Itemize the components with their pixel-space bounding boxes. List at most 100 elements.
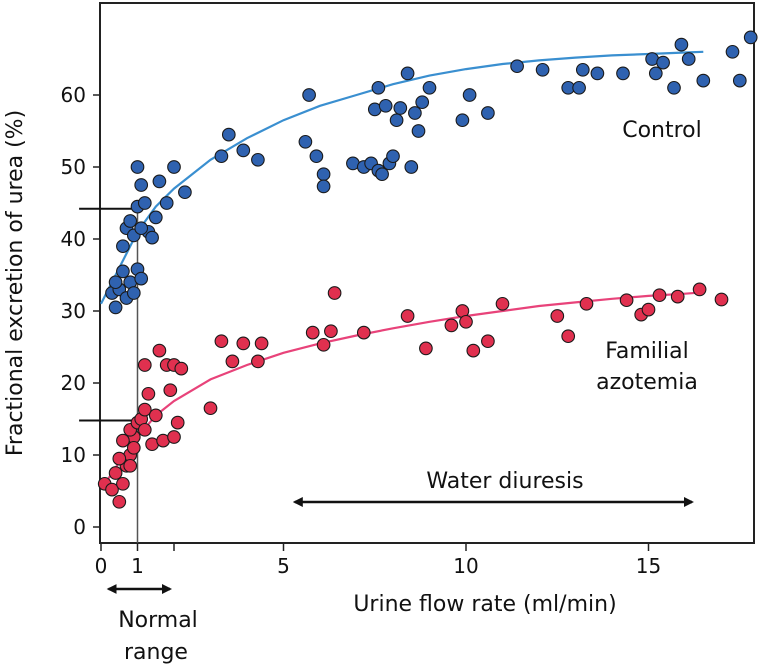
azotemia-point bbox=[356, 325, 371, 340]
control-series-label: Control bbox=[622, 118, 702, 143]
control-point bbox=[134, 271, 149, 286]
azotemia-point bbox=[214, 334, 229, 349]
control-point bbox=[148, 210, 163, 225]
control-point bbox=[126, 286, 141, 300]
control-point bbox=[572, 80, 586, 95]
control-point bbox=[404, 160, 419, 174]
azotemia-point bbox=[550, 309, 565, 323]
control-point bbox=[316, 179, 331, 194]
azotemia-point bbox=[141, 386, 156, 401]
control-point bbox=[134, 178, 149, 192]
control-point bbox=[298, 134, 313, 149]
control-point bbox=[696, 73, 711, 88]
control-point bbox=[214, 149, 229, 164]
y-axis-label: Fractional excretion of urea (%) bbox=[3, 110, 28, 456]
control-point bbox=[159, 196, 174, 210]
azotemia-point bbox=[112, 451, 127, 466]
azotemia-point bbox=[652, 288, 667, 303]
azotemia-point bbox=[203, 401, 218, 416]
control-point bbox=[422, 80, 437, 95]
control-point bbox=[167, 160, 181, 174]
control-point bbox=[178, 185, 192, 200]
control-point bbox=[616, 66, 630, 81]
control-point bbox=[656, 55, 670, 70]
control-point bbox=[236, 143, 251, 158]
azotemia-point bbox=[579, 296, 594, 311]
x-tick-label: 10 bbox=[453, 554, 478, 578]
control-point bbox=[590, 66, 605, 81]
control-point bbox=[134, 221, 149, 236]
control-point bbox=[378, 98, 393, 113]
control-point bbox=[137, 196, 152, 210]
azotemia-point bbox=[137, 402, 152, 417]
control-point bbox=[408, 106, 422, 120]
azotemia-point bbox=[459, 314, 473, 329]
azotemia-point bbox=[316, 337, 331, 352]
control-point bbox=[371, 80, 386, 95]
azotemia-series-label-line2: azotemia bbox=[596, 370, 698, 395]
azotemia-point bbox=[495, 296, 510, 311]
control-point bbox=[743, 30, 758, 45]
azotemia-point bbox=[116, 433, 130, 448]
x-tick-label: 5 bbox=[277, 554, 290, 578]
control-point bbox=[302, 88, 316, 102]
water-diuresis-label: Water diuresis bbox=[426, 469, 583, 494]
control-point bbox=[535, 62, 550, 77]
control-point bbox=[375, 167, 389, 182]
control-point bbox=[481, 106, 495, 120]
control-point bbox=[145, 230, 159, 245]
y-tick-label: 0 bbox=[73, 515, 86, 539]
control-point bbox=[393, 101, 408, 115]
azotemia-point bbox=[126, 440, 141, 455]
control-point bbox=[400, 66, 415, 81]
control-point bbox=[116, 264, 130, 279]
azotemia-point bbox=[105, 482, 119, 497]
control-point bbox=[681, 52, 696, 66]
annotations: Fractional excretion of urea (%) Urine fl… bbox=[3, 110, 702, 665]
azotemia-point bbox=[167, 430, 181, 444]
azotemia-point bbox=[123, 458, 138, 473]
control-point bbox=[123, 214, 138, 228]
x-tick-label: 15 bbox=[636, 554, 661, 578]
control-point bbox=[462, 88, 477, 102]
control-point bbox=[415, 95, 430, 110]
azotemia-series-label-line1: Familial bbox=[605, 339, 688, 364]
azotemia-point bbox=[324, 324, 338, 339]
azotemia-point bbox=[400, 309, 415, 323]
azotemia-point bbox=[714, 292, 729, 307]
control-point bbox=[575, 62, 590, 77]
azotemia-point bbox=[112, 494, 127, 509]
azotemia-point bbox=[561, 329, 576, 344]
x-axis-label: Urine flow rate (ml/min) bbox=[353, 592, 616, 617]
azotemia-point bbox=[641, 302, 656, 317]
y-tick-label: 30 bbox=[61, 299, 86, 323]
azotemia-point bbox=[254, 336, 269, 351]
azotemia-point bbox=[108, 466, 123, 480]
azotemia-point bbox=[327, 286, 342, 300]
azotemia-point bbox=[170, 415, 185, 430]
control-point bbox=[667, 80, 681, 95]
x-tick-label: 1 bbox=[131, 554, 144, 578]
azotemia-point bbox=[692, 282, 707, 297]
control-point bbox=[152, 174, 167, 189]
azotemia-point bbox=[444, 318, 459, 333]
control-point bbox=[510, 59, 524, 74]
azotemia-point bbox=[466, 343, 481, 358]
y-tick-label: 60 bbox=[61, 83, 86, 107]
control-point bbox=[455, 113, 470, 128]
control-point bbox=[411, 124, 426, 138]
control-point bbox=[389, 113, 404, 128]
azotemia-point bbox=[619, 293, 634, 308]
azotemia-point bbox=[236, 336, 251, 351]
control-point bbox=[251, 152, 265, 167]
azotemia-point bbox=[305, 325, 320, 340]
y-tick-label: 50 bbox=[61, 155, 86, 179]
control-point bbox=[316, 167, 331, 182]
azotemia-point bbox=[152, 343, 167, 358]
y-tick-label: 20 bbox=[61, 371, 86, 395]
azotemia-point bbox=[225, 354, 240, 369]
y-tick-label: 10 bbox=[61, 443, 86, 467]
control-point bbox=[130, 160, 145, 174]
control-point bbox=[674, 37, 689, 52]
